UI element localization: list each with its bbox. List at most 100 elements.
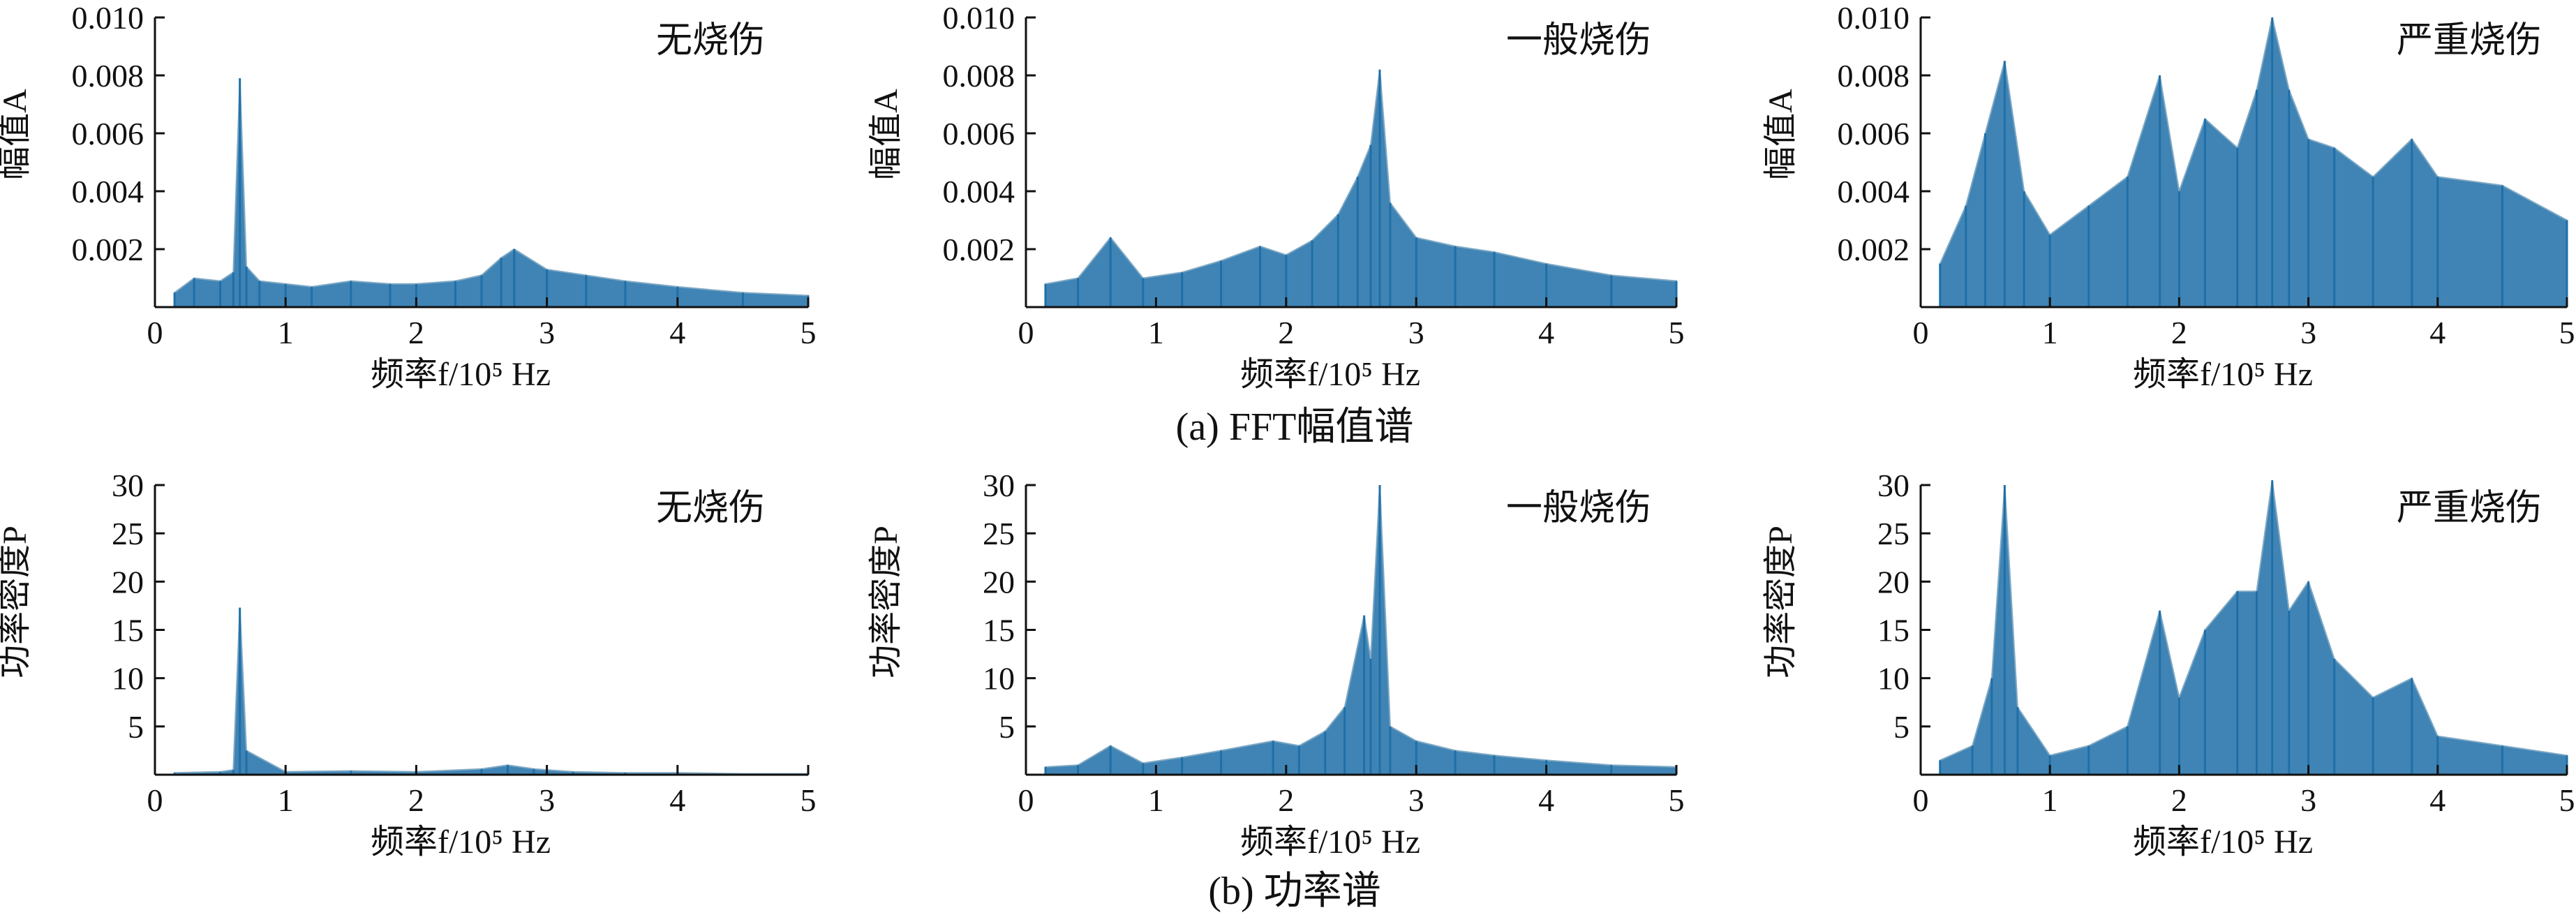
y-tick-label: 15 (983, 613, 1015, 648)
y-tick-label: 0.002 (943, 232, 1015, 267)
y-tick-label: 0.004 (1838, 174, 1910, 209)
y-axis-label: 功率密度P (868, 526, 904, 678)
y-tick-label: 0.004 (72, 174, 144, 209)
x-tick-label: 4 (669, 315, 685, 350)
x-tick-label: 3 (2300, 315, 2316, 350)
y-tick-label: 5 (128, 709, 144, 745)
x-tick-label: 1 (2042, 782, 2058, 818)
panel-title: 一般烧伤 (1506, 21, 1651, 61)
y-axis-label: 幅值A (868, 89, 904, 180)
x-tick-label: 1 (2042, 315, 2058, 350)
x-tick-label: 4 (2429, 315, 2445, 350)
y-tick-label: 25 (112, 516, 144, 551)
x-axis-label: 频率f/10⁵ Hz (1240, 356, 1420, 393)
y-tick-label: 5 (999, 709, 1015, 745)
y-tick-label: 0.008 (943, 58, 1015, 94)
x-tick-label: 2 (408, 782, 424, 818)
x-tick-label: 0 (1018, 315, 1034, 350)
x-tick-label: 0 (1913, 782, 1929, 818)
y-tick-label: 15 (112, 613, 144, 648)
x-tick-label: 5 (801, 315, 817, 350)
series-area-b-1 (174, 607, 809, 775)
series-area-b-2 (1045, 484, 1677, 775)
panels-layer: 0 1 2 3 4 50.0020.0040.0060.0080.010无烧伤频率f/10… (0, 0, 2575, 861)
y-axis-label: 功率密度P (0, 526, 33, 678)
x-tick-label: 5 (2559, 315, 2575, 350)
x-tick-label: 2 (2171, 315, 2187, 350)
y-tick-label: 30 (983, 468, 1015, 503)
x-tick-label: 0 (1018, 782, 1034, 818)
y-tick-label: 30 (1877, 468, 1909, 503)
y-tick-label: 0.002 (1838, 232, 1910, 267)
x-tick-label: 3 (539, 782, 555, 818)
panel-title: 无烧伤 (656, 21, 765, 61)
x-tick-label: 2 (1278, 782, 1294, 818)
y-tick-label: 0.008 (1838, 58, 1910, 94)
x-axis-label: 频率f/10⁵ Hz (371, 824, 551, 861)
x-tick-label: 5 (2559, 782, 2575, 818)
y-tick-label: 30 (112, 468, 144, 503)
y-tick-label: 0.004 (943, 174, 1015, 209)
y-axis-label: 幅值A (1762, 89, 1799, 180)
y-tick-label: 0.006 (72, 116, 144, 151)
y-tick-label: 0.010 (72, 0, 144, 36)
x-tick-label: 0 (147, 315, 163, 350)
y-tick-label: 0.002 (72, 232, 144, 267)
x-tick-label: 0 (1913, 315, 1929, 350)
y-tick-label: 0.006 (943, 116, 1015, 151)
x-tick-label: 3 (2300, 782, 2316, 818)
y-tick-label: 25 (983, 516, 1015, 551)
x-tick-label: 1 (278, 315, 294, 350)
x-tick-label: 3 (1408, 315, 1424, 350)
x-tick-label: 5 (1669, 315, 1685, 350)
panel-title: 一般烧伤 (1506, 489, 1651, 528)
x-tick-label: 1 (1148, 782, 1164, 818)
x-axis-label: 频率f/10⁵ Hz (2133, 356, 2313, 393)
x-tick-label: 5 (801, 782, 817, 818)
x-tick-label: 1 (1148, 315, 1164, 350)
caption-b: (b) 功率谱 (1208, 870, 1380, 913)
y-tick-label: 10 (112, 661, 144, 697)
series-area-a-2 (1045, 69, 1677, 308)
x-tick-label: 3 (539, 315, 555, 350)
x-tick-label: 4 (2429, 782, 2445, 818)
y-tick-label: 0.010 (1838, 0, 1910, 36)
x-tick-label: 0 (147, 782, 163, 818)
x-tick-label: 2 (1278, 315, 1294, 350)
y-tick-label: 20 (112, 564, 144, 600)
series-area-a-1 (174, 78, 809, 308)
x-tick-label: 4 (1538, 315, 1554, 350)
series-area-a-3 (1939, 17, 2568, 308)
panel-title: 严重烧伤 (2397, 21, 2542, 61)
x-axis-label: 频率f/10⁵ Hz (371, 356, 551, 393)
y-tick-label: 20 (1877, 564, 1909, 600)
x-axis-label: 频率f/10⁵ Hz (1240, 824, 1420, 861)
caption-a: (a) FFT幅值谱 (1176, 406, 1414, 449)
y-tick-label: 0.006 (1838, 116, 1910, 151)
y-tick-label: 20 (983, 564, 1015, 600)
panel-title: 无烧伤 (656, 489, 765, 528)
chart-panel-a-3: 0 1 2 3 4 5 0.002 0.004 0.006 0.008 0.010 严重烧伤频率f/1… (1762, 0, 2575, 393)
x-tick-label: 1 (278, 782, 294, 818)
y-tick-label: 5 (1893, 709, 1909, 745)
chart-panel-a-2: 0 1 2 3 4 5 0.002 0.004 0.006 0.008 0.010 一般烧伤频率f/1… (868, 0, 1685, 393)
panel-title: 严重烧伤 (2397, 489, 2542, 528)
chart-panel-a-1: 0 1 2 3 4 5 0.002 0.004 0.006 0.008 0.010 无烧伤频率f/10… (0, 0, 817, 393)
x-tick-label: 5 (1669, 782, 1685, 818)
y-tick-label: 25 (1877, 516, 1909, 551)
x-tick-label: 3 (1408, 782, 1424, 818)
y-tick-label: 0.008 (72, 58, 144, 94)
x-tick-label: 2 (2171, 782, 2187, 818)
y-tick-label: 0.010 (943, 0, 1015, 36)
y-axis-label: 幅值A (0, 89, 33, 180)
y-tick-label: 10 (983, 661, 1015, 697)
x-tick-label: 2 (408, 315, 424, 350)
x-axis-label: 频率f/10⁵ Hz (2133, 824, 2313, 861)
y-tick-label: 15 (1877, 613, 1909, 648)
y-axis-label: 功率密度P (1762, 526, 1799, 678)
x-tick-label: 4 (1538, 782, 1554, 818)
